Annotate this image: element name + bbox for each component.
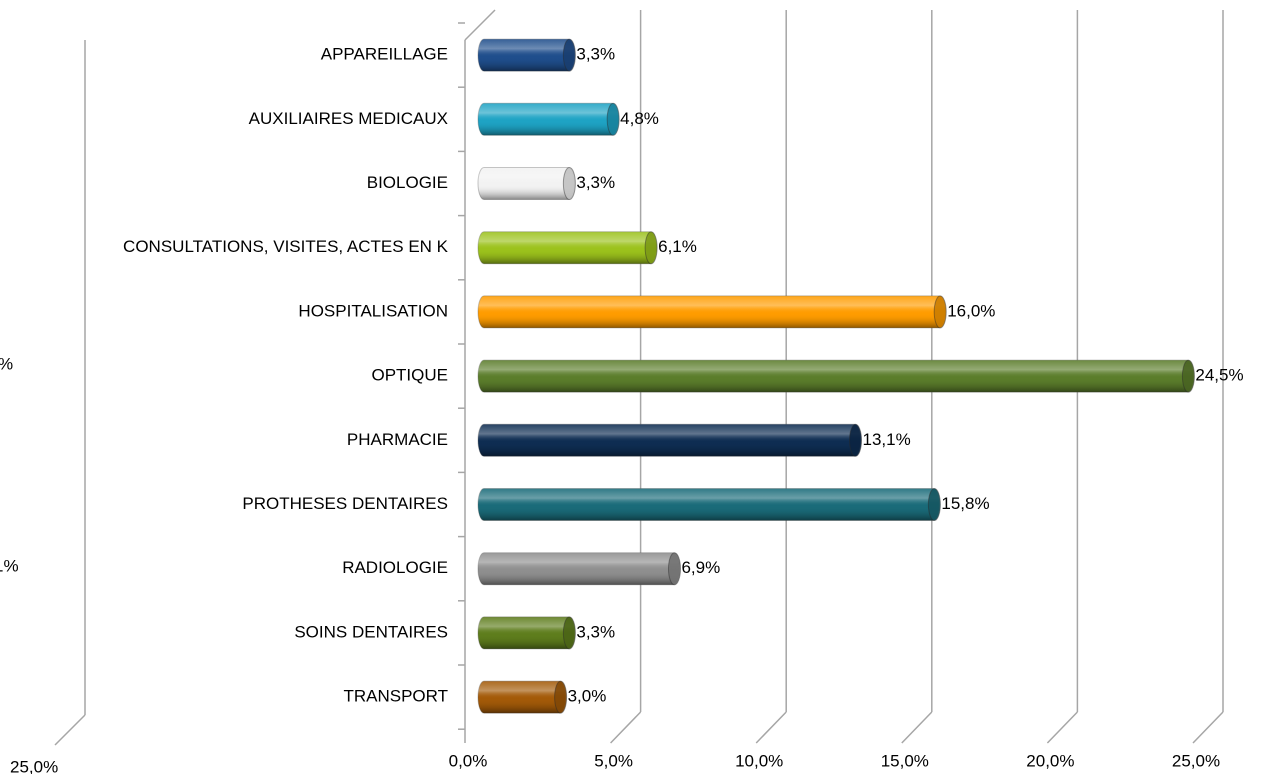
bar-cap: [933, 295, 947, 329]
bar-shade: [478, 616, 575, 649]
bar-cap: [606, 102, 620, 136]
y-tick-label: PROTHESES DENTAIRES: [242, 494, 448, 513]
bar-cap: [849, 423, 863, 457]
value-label: 3,3%: [576, 173, 615, 192]
value-label: 6,9%: [681, 558, 720, 577]
grid-line: [1192, 711, 1224, 744]
bar-shade: [478, 360, 1194, 393]
grid-line: [610, 711, 642, 744]
bar-cap: [667, 552, 681, 586]
bar-cap: [644, 231, 658, 265]
x-tick-label: 5,0%: [594, 751, 633, 770]
x-tick-label: 20,0%: [1026, 751, 1074, 770]
y-tick-label: RADIOLOGIE: [342, 558, 448, 577]
y-tick-label: HOSPITALISATION: [298, 301, 448, 320]
y-tick-label: CONSULTATIONS, VISITES, ACTES EN K: [123, 237, 449, 256]
bar-shade: [478, 103, 619, 136]
bar-shade: [478, 295, 946, 328]
clipped-label: 1%: [0, 556, 19, 575]
x-tick-label: 25,0%: [1172, 751, 1220, 770]
clipped-label: 25,0%: [10, 757, 58, 774]
bar-shade: [478, 681, 566, 714]
x-tick-label: 0,0%: [449, 751, 488, 770]
bar-cap: [562, 616, 576, 650]
value-label: 15,8%: [941, 494, 989, 513]
y-tick-label: TRANSPORT: [343, 687, 448, 706]
value-label: 3,3%: [576, 622, 615, 641]
bar-cap: [1181, 359, 1195, 393]
bar-shade: [478, 167, 575, 200]
bar-cap: [562, 167, 576, 200]
bar-shade: [478, 488, 940, 521]
bar-shade: [478, 552, 680, 585]
y-tick-label: BIOLOGIE: [367, 173, 448, 192]
x-tick-label: 10,0%: [735, 751, 783, 770]
y-tick-label: OPTIQUE: [371, 366, 448, 385]
y-tick-label: PHARMACIE: [347, 430, 448, 449]
value-label: 24,5%: [1195, 366, 1243, 385]
bar-shade: [478, 424, 861, 457]
grid-line: [901, 711, 933, 744]
clipped-label: %: [0, 354, 13, 373]
bar-cap: [927, 488, 941, 521]
value-label: 6,1%: [658, 237, 697, 256]
bar-shade: [478, 231, 657, 264]
clipped-axis: [54, 714, 86, 746]
bar-cap: [554, 680, 568, 714]
y-tick-label: APPAREILLAGE: [321, 45, 448, 64]
value-label: 16,0%: [947, 301, 995, 320]
y-tick-label: AUXILIAIRES MEDICAUX: [249, 109, 448, 128]
value-label: 4,8%: [620, 109, 659, 128]
value-label: 3,0%: [568, 687, 607, 706]
bar-shade: [478, 39, 575, 72]
bar-cap: [562, 38, 576, 72]
value-label: 3,3%: [576, 45, 615, 64]
value-label: 13,1%: [863, 430, 911, 449]
grid-line: [1046, 711, 1078, 744]
y-axis: [464, 9, 496, 41]
y-tick-label: SOINS DENTAIRES: [294, 622, 448, 641]
grid-line: [755, 711, 787, 744]
x-tick-label: 15,0%: [881, 751, 929, 770]
